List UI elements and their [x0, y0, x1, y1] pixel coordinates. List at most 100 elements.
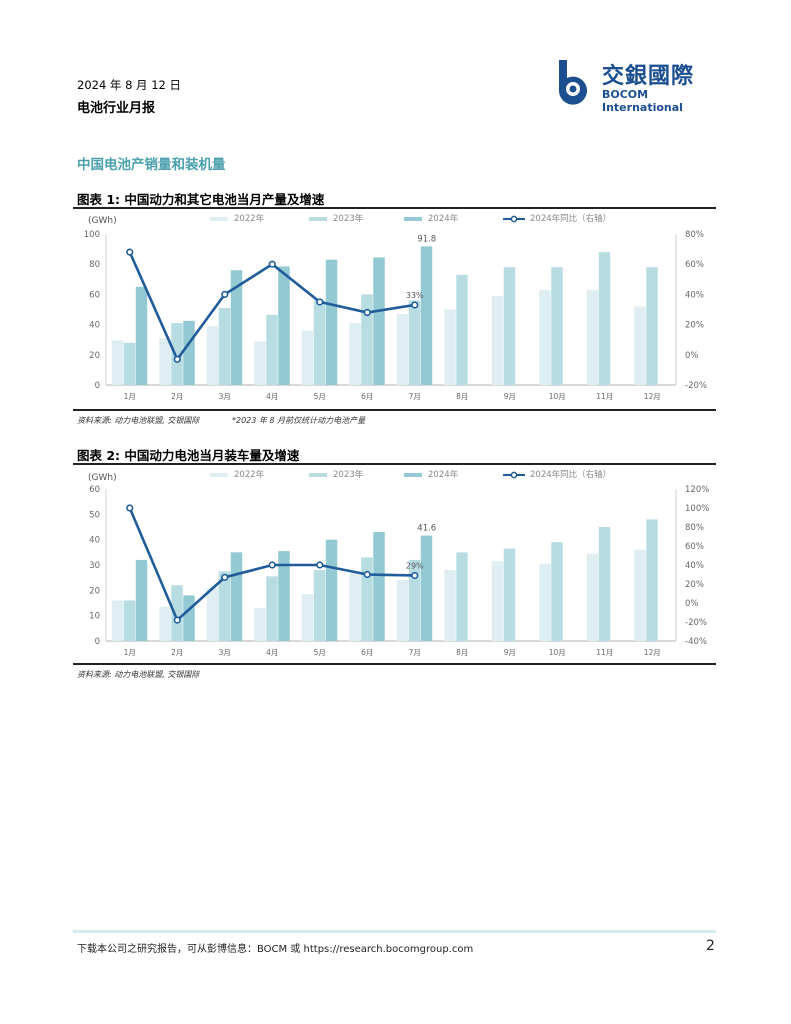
bar-2022年-5月	[301, 330, 314, 385]
bar-2022年-1月	[111, 600, 124, 641]
figure1-source: 资料来源: 动力电池联盟, 交银国际	[77, 416, 200, 425]
bar-2023年-12月	[646, 519, 658, 641]
figure1-chart: (GWh) 2022年 2023年 2024年 2024年同比（右轴） 0 20 40 60 80…	[84, 213, 707, 401]
x-tick-label: 2月	[171, 648, 183, 657]
bar-2022年-11月	[586, 289, 599, 385]
report-date: 2024 年 8 月 12 日	[77, 78, 181, 92]
bar-2023年-12月	[646, 267, 658, 385]
bar-data-label: 41.6	[417, 524, 436, 534]
x-tick-label: 8月	[456, 392, 468, 401]
bocom-logo: 交銀國際 BOCOM International	[553, 56, 723, 114]
legend-label-2022: 2022年	[234, 469, 265, 480]
legend-label-2023: 2023年	[333, 469, 364, 480]
bar-2022年-7月	[396, 580, 409, 641]
legend-swatch-2024	[404, 217, 422, 221]
bar-2022年-6月	[349, 323, 361, 385]
bar-2023年-1月	[123, 342, 136, 385]
y2-tick-label: 120%	[685, 485, 709, 495]
bar-2022年-8月	[444, 309, 456, 385]
yoy-point	[316, 561, 324, 569]
bar-2022年-11月	[586, 553, 599, 641]
x-tick-label: 8月	[456, 648, 468, 657]
bar-2023年-2月	[171, 585, 183, 641]
bar-2023年-3月	[218, 307, 231, 385]
footer-divider	[73, 930, 716, 933]
footer-text: 下载本公司之研究报告，可从彭博信息：BOCM 或 https://researc…	[77, 944, 474, 955]
y2-tick-label: 0%	[685, 599, 699, 609]
bocom-emblem-icon	[558, 60, 587, 105]
x-tick-label: 4月	[266, 392, 278, 401]
y2-tick-label: 20%	[685, 321, 704, 331]
bar-data-label: 91.8	[417, 234, 436, 244]
yoy-point	[126, 248, 134, 256]
y2-tick-label: -40%	[685, 637, 707, 647]
y-tick-label: 0	[95, 637, 100, 647]
y-tick-label: 80	[89, 260, 100, 270]
figure1-bottom-rule	[73, 409, 716, 411]
bar-2022年-4月	[254, 608, 266, 641]
legend-label-2022: 2022年	[234, 213, 265, 224]
figure1-caption: 图表 1: 中国动力和其它电池当月产量及增速	[77, 192, 325, 207]
x-tick-label: 3月	[219, 648, 231, 657]
y-axis-unit: (GWh)	[88, 216, 117, 226]
y2-tick-label: 60%	[685, 542, 704, 552]
x-tick-label: 11月	[596, 648, 613, 657]
legend-marker-yoy	[510, 471, 518, 479]
bar-2024年-4月	[278, 551, 290, 641]
legend-swatch-2023	[309, 473, 327, 477]
bar-2024年-1月	[135, 559, 148, 641]
y2-tick-label: 40%	[685, 290, 704, 300]
figure1-note: *2023 年 8 月前仅统计动力电池产量	[232, 416, 366, 425]
yoy-point	[173, 616, 181, 624]
legend-swatch-2022	[210, 473, 228, 477]
yoy-point	[268, 260, 276, 268]
bar-2022年-6月	[349, 572, 361, 641]
bar-2023年-1月	[123, 600, 136, 641]
y2-tick-label: -20%	[685, 381, 707, 391]
figure2-top-rule	[73, 463, 716, 465]
bar-2022年-9月	[491, 561, 504, 641]
y-tick-label: 50	[89, 510, 100, 520]
bar-2024年-5月	[325, 259, 338, 385]
bar-2024年-5月	[325, 539, 338, 641]
x-tick-label: 11月	[596, 392, 613, 401]
y2-tick-label: 0%	[685, 351, 699, 361]
bar-2023年-10月	[551, 267, 563, 385]
bar-2023年-4月	[266, 314, 278, 385]
x-tick-label: 6月	[361, 648, 373, 657]
bar-2023年-4月	[266, 576, 278, 641]
y2-tick-label: 100%	[685, 504, 709, 514]
y-tick-label: 0	[95, 381, 100, 391]
figure2-chart: (GWh) 2022年 2023年 2024年 2024年同比（右轴） 0 10 20 30 40…	[88, 469, 709, 657]
x-tick-label: 7月	[409, 648, 421, 657]
legend-label-2023: 2023年	[333, 213, 364, 224]
y2-tick-label: 80%	[685, 523, 704, 533]
bar-2022年-12月	[634, 549, 646, 641]
x-tick-label: 9月	[504, 648, 516, 657]
bar-2022年-3月	[206, 326, 219, 385]
x-tick-label: 6月	[361, 392, 373, 401]
bar-2022年-9月	[491, 295, 504, 385]
y-tick-label: 30	[89, 561, 100, 571]
line-data-label: 29%	[406, 561, 424, 570]
bar-2024年-2月	[183, 595, 195, 641]
x-tick-label: 1月	[124, 648, 136, 657]
bar-2022年-2月	[159, 606, 171, 641]
bar-2023年-7月	[408, 559, 421, 641]
logo-english-name: BOCOM International	[602, 88, 683, 114]
legend-marker-yoy	[510, 215, 518, 223]
legend-label-2024: 2024年	[428, 469, 459, 480]
bar-2023年-8月	[456, 552, 468, 641]
x-tick-label: 7月	[409, 392, 421, 401]
bar-2024年-6月	[373, 257, 385, 385]
bar-2022年-8月	[444, 570, 456, 641]
yoy-point	[363, 308, 371, 317]
bar-2023年-9月	[503, 548, 516, 641]
x-tick-label: 9月	[504, 392, 516, 401]
bar-2024年-3月	[230, 552, 243, 641]
y2-tick-label: -20%	[685, 618, 707, 628]
y-tick-label: 60	[89, 485, 100, 495]
x-tick-label: 2月	[171, 392, 183, 401]
yoy-point	[126, 504, 134, 512]
bar-2022年-4月	[254, 341, 266, 385]
